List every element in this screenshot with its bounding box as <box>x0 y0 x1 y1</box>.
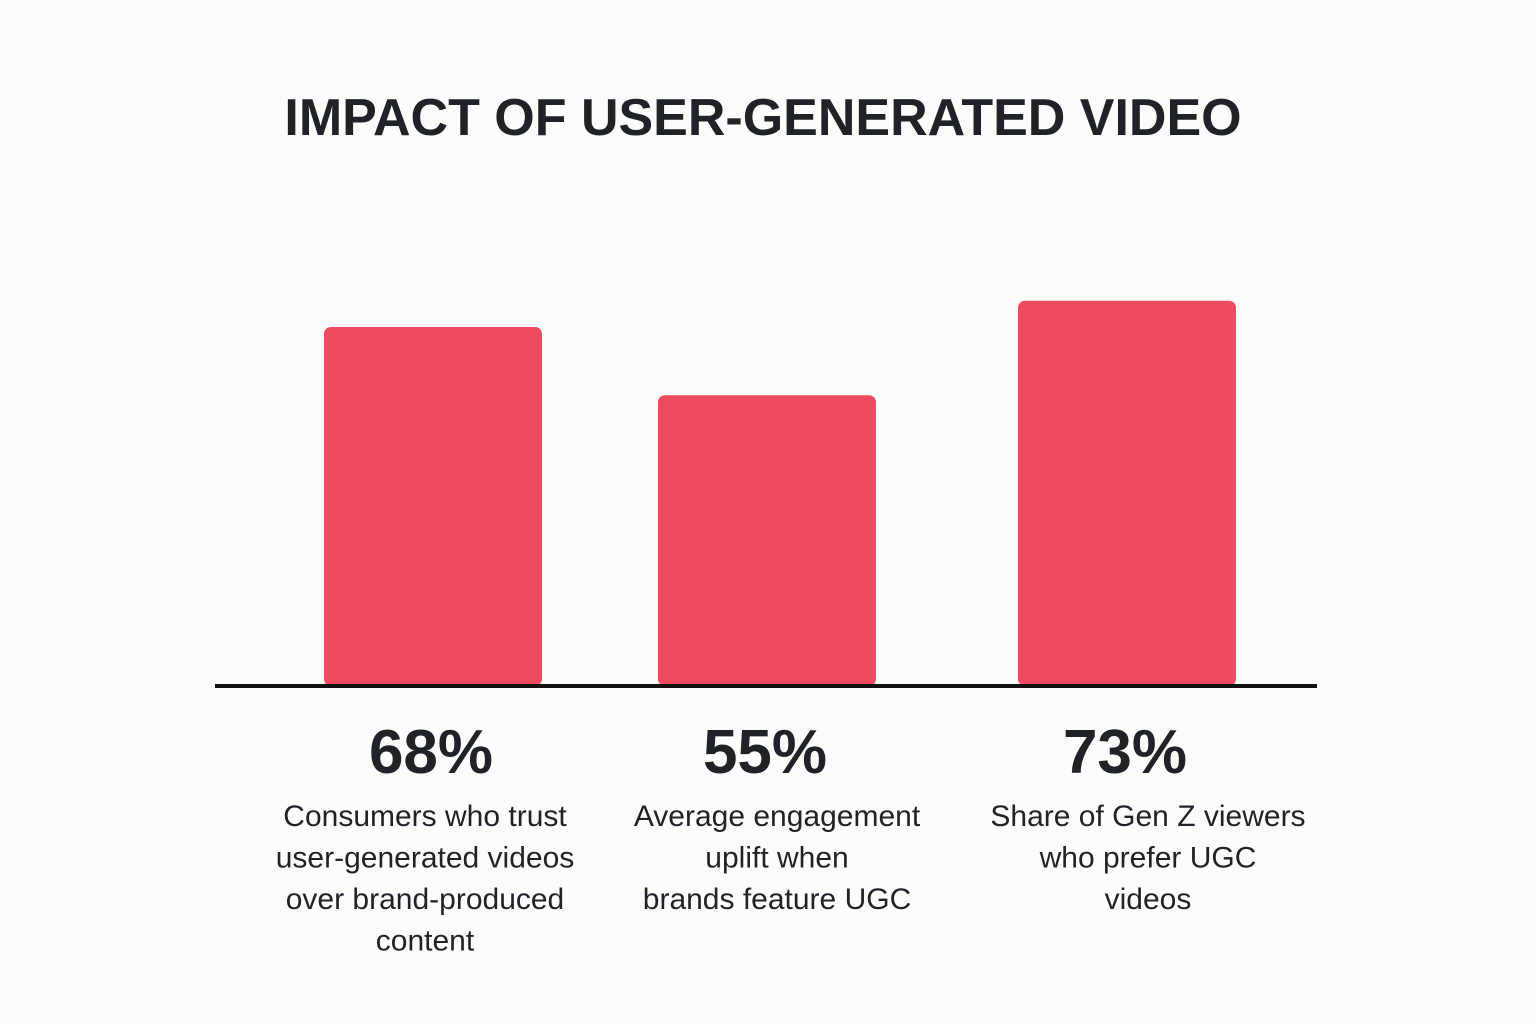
category-label-2: Average engagement uplift when brands feat… <box>634 800 921 916</box>
category-label-3-line-3: videos <box>1105 883 1192 916</box>
category-label-1-line-4: content <box>376 925 475 958</box>
value-label-3: 73% <box>1063 718 1187 787</box>
bars-group <box>324 300 1236 686</box>
category-label-2-line-2: uplift when <box>705 842 848 875</box>
labels-group: 68% Consumers who trust user-generated vid… <box>276 718 1306 958</box>
category-label-1: Consumers who trust user-generated videos… <box>276 800 575 958</box>
category-label-1-line-2: user-generated videos <box>276 842 575 875</box>
chart-title: IMPACT OF USER-GENERATED VIDEO <box>284 89 1241 147</box>
value-label-2: 55% <box>703 718 827 787</box>
category-label-1-line-3: over brand-produced <box>286 883 565 916</box>
value-label-1: 68% <box>369 718 493 787</box>
category-label-3-line-2: who prefer UGC <box>1039 842 1257 875</box>
category-label-3: Share of Gen Z viewers who prefer UGC vide… <box>990 800 1305 916</box>
bar-3 <box>1018 300 1236 686</box>
category-label-2-line-1: Average engagement <box>634 800 921 833</box>
category-label-3-line-1: Share of Gen Z viewers <box>990 800 1305 833</box>
category-label-2-line-3: brands feature UGC <box>643 883 911 916</box>
bar-2 <box>658 395 876 686</box>
category-label-1-line-1: Consumers who trust <box>283 800 567 833</box>
bar-1 <box>324 327 542 686</box>
